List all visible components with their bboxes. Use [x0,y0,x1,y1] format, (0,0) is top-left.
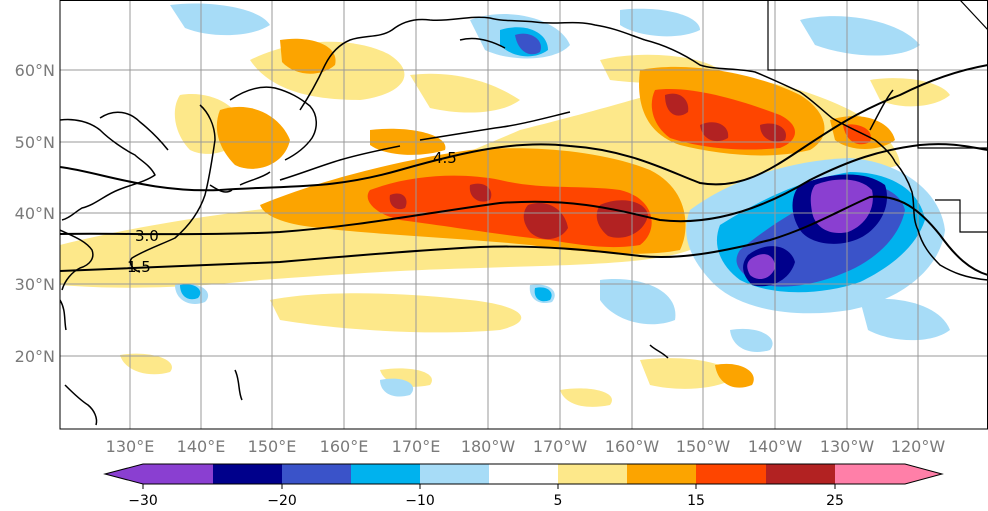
colorbar-segment [213,464,282,484]
lon-label-170e: 170°E [392,437,441,456]
colorbar-label-25: 25 [826,493,844,509]
map-panel: 4.5 3.0 1.5 [60,0,988,429]
lon-label-130w: 130°W [820,437,875,456]
contour-labels: 4.5 3.0 1.5 [127,149,457,276]
colorbar-segment [282,464,351,484]
contour-label-4.5: 4.5 [433,149,457,167]
colorbar: −30 −20 −10 5 15 25 [103,463,944,509]
colorbar-min-extend [105,464,143,484]
colorbar-segment [489,464,558,484]
colorbar-label-5: 5 [554,493,563,509]
contour-3.0 [60,143,988,236]
colorbar-segment [420,464,489,484]
political-borders [767,0,988,233]
colorbar-segment [696,464,766,484]
lon-label-150e: 150°E [248,437,297,456]
coastlines [60,16,988,426]
lon-label-130e: 130°E [106,437,155,456]
colorbar-label-15: 15 [687,493,705,509]
colorbar-label-neg20: −20 [267,493,297,509]
colorbar-segment [143,464,213,484]
lat-label-50: 50°N [15,133,55,152]
lon-label-150w: 150°W [676,437,731,456]
anomaly-shading [60,3,950,407]
contour-4.5 [60,64,988,192]
lat-label-60: 60°N [15,61,55,80]
colorbar-segment [627,464,696,484]
colorbar-ticks [142,484,836,489]
colorbar-segment [558,464,627,484]
lat-label-30: 30°N [15,275,55,294]
colorbar-segment [766,464,835,484]
lon-label-160e: 160°E [320,437,369,456]
contour-label-1.5: 1.5 [127,258,151,276]
negative-anomaly-strongest [747,179,873,280]
latitude-labels: 20°N 30°N 40°N 50°N 60°N [15,61,55,366]
lon-label-140w: 140°W [748,437,803,456]
lat-label-40: 40°N [15,204,55,223]
lon-label-140e: 140°E [177,437,226,456]
colorbar-tick-labels: −30 −20 −10 5 15 25 [128,493,844,509]
colorbar-label-neg10: −10 [405,493,435,509]
longitude-labels: 130°E 140°E 150°E 160°E 170°E 180°W 170°… [106,437,946,456]
colorbar-segment [351,464,420,484]
lat-label-20: 20°N [15,347,55,366]
positive-anomaly-strong [367,89,871,248]
lon-label-180w: 180°W [461,437,516,456]
contour-label-3.0: 3.0 [135,227,159,245]
colorbar-label-neg30: −30 [128,493,158,509]
lon-label-160w: 160°W [605,437,660,456]
lon-label-170w: 170°W [533,437,588,456]
colorbar-segment [835,464,905,484]
contour-lines [60,64,988,276]
colorbar-max-extend [905,464,942,484]
contour-1.5 [60,195,988,276]
lon-label-120w: 120°W [891,437,946,456]
